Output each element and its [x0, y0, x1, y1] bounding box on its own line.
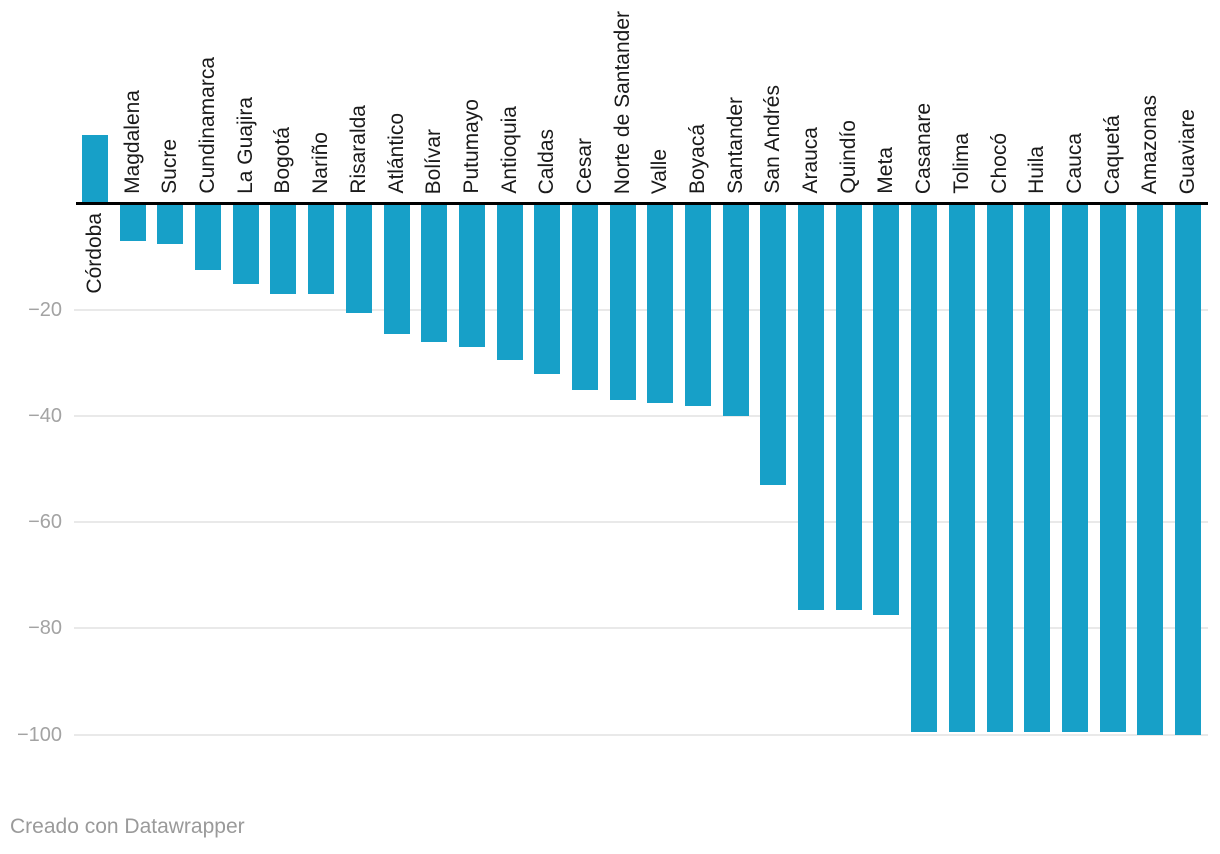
gridline: [74, 415, 1208, 418]
category-label: Boyacá: [686, 123, 710, 194]
y-tick-label: −100: [16, 723, 62, 746]
category-label: Cauca: [1062, 133, 1086, 194]
bar: [82, 135, 108, 204]
category-label: Nariño: [309, 132, 333, 194]
category-label: Tolima: [949, 133, 973, 194]
bar: [308, 204, 335, 295]
category-label: Córdoba: [83, 213, 106, 294]
y-tick-label: −80: [28, 617, 62, 640]
bar: [1175, 204, 1201, 735]
bar: [647, 204, 674, 403]
gridline: [74, 733, 1208, 736]
bar: [722, 204, 749, 417]
category-label: Guaviare: [1176, 108, 1199, 194]
category-label: Santander: [723, 97, 747, 194]
y-tick-label: −20: [28, 299, 62, 322]
category-label: Casanare: [912, 102, 936, 194]
bar: [760, 204, 787, 486]
gridline: [74, 309, 1208, 312]
bar: [1061, 204, 1088, 732]
datawrapper-credit-link[interactable]: Creado con Datawrapper: [10, 815, 245, 838]
bar: [195, 204, 222, 271]
bar: [911, 204, 938, 732]
bar: [798, 204, 825, 610]
bar: [986, 204, 1013, 732]
bar: [232, 204, 259, 284]
y-tick-label: −40: [28, 405, 62, 428]
bar: [119, 204, 146, 242]
category-label: Huila: [1025, 146, 1049, 194]
category-label: Sucre: [158, 139, 182, 194]
bar: [421, 204, 448, 342]
bar: [609, 204, 636, 401]
category-label: Valle: [648, 148, 672, 194]
bar: [458, 204, 485, 348]
category-label: Bogotá: [271, 127, 295, 194]
category-label: Cundinamarca: [196, 57, 220, 194]
category-label: Atlántico: [384, 113, 408, 194]
bar: [685, 204, 712, 406]
attribution: Creado con Datawrapper: [10, 812, 245, 842]
bar: [496, 204, 523, 361]
bar: [534, 204, 561, 374]
category-label: Cesar: [572, 137, 596, 194]
bar: [1137, 204, 1164, 735]
bar: [1099, 204, 1126, 732]
y-tick-label: −60: [28, 511, 62, 534]
category-label: Arauca: [799, 127, 823, 194]
category-label: Caldas: [535, 128, 559, 194]
bar: [1024, 204, 1051, 732]
category-label: Putumayo: [459, 99, 483, 194]
bar: [835, 204, 862, 610]
category-label: Magdalena: [120, 90, 144, 194]
bar: [571, 204, 598, 390]
bar: [157, 204, 184, 244]
bar: [948, 204, 975, 732]
category-label: La Guajira: [233, 97, 257, 194]
bar: [873, 204, 900, 616]
category-label: San Andrés: [761, 85, 785, 194]
category-label: Quindío: [836, 120, 860, 194]
category-label: Caquetá: [1100, 114, 1124, 194]
category-label: Bolívar: [422, 128, 446, 194]
bar: [270, 204, 297, 295]
category-label: Risaralda: [346, 105, 370, 194]
bar: [383, 204, 410, 334]
category-label: Amazonas: [1138, 94, 1162, 194]
gridline: [74, 627, 1208, 630]
category-label: Meta: [874, 147, 898, 194]
gridline: [74, 521, 1208, 524]
bar: [345, 204, 372, 313]
category-label: Norte de Santander: [610, 10, 634, 194]
category-label: Chocó: [987, 133, 1011, 194]
category-label: Antioquia: [497, 106, 521, 194]
x-axis-zero-line: [76, 202, 1208, 205]
